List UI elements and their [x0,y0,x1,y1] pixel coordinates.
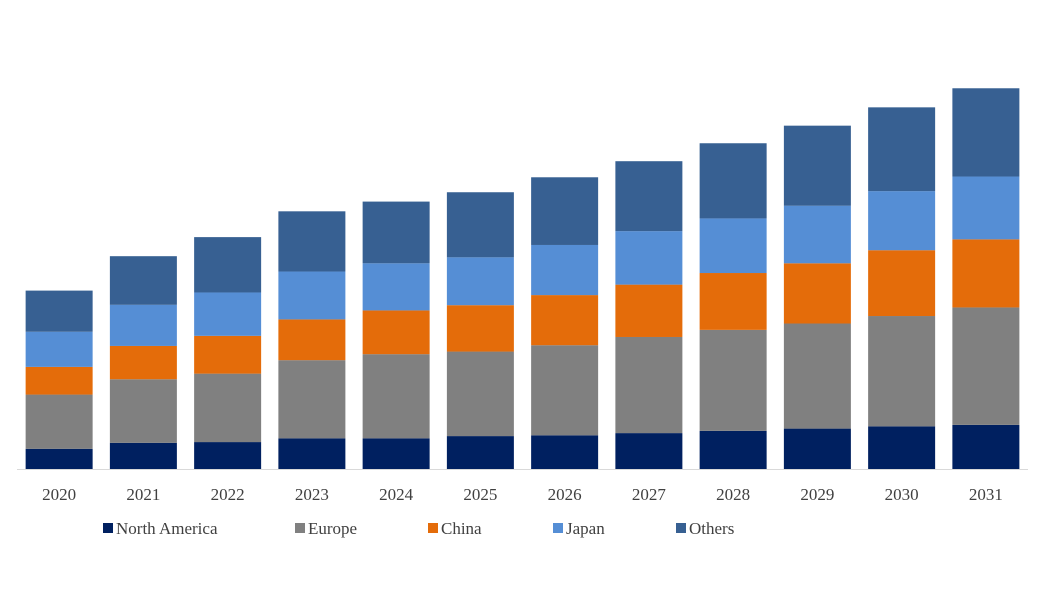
legend-swatch-china [428,523,438,533]
bar-segment-others-2026 [531,177,599,245]
legend-swatch-japan [553,523,563,533]
bar-segment-china-2028 [699,273,767,330]
bar-segment-others-2027 [615,161,683,232]
bar-segment-europe-2031 [952,307,1020,425]
bar-segment-china-2029 [783,263,851,324]
bar-segment-china-2025 [446,305,514,352]
bar-segment-europe-2029 [783,323,851,429]
legend-item-north-america: North America [103,519,218,538]
x-tick-label-2027: 2027 [632,485,667,504]
x-axis-tick-labels: 2020 2021 2022 2023 2024 2025 2026 2027 2028 2029… [42,485,1003,504]
legend-label-others: Others [689,519,734,538]
legend-label-japan: Japan [566,519,605,538]
bar-segment-others-2030 [868,107,936,192]
bar-segment-others-2022 [194,237,262,293]
bar-segment-japan-2026 [531,244,599,296]
bar-segment-north-america-2026 [531,435,599,469]
legend-swatch-north-america [103,523,113,533]
bar-segment-north-america-2028 [699,430,767,469]
bar-segment-north-america-2025 [446,436,514,469]
bars-group [25,88,1020,469]
bar-segment-china-2021 [109,345,177,380]
bar-segment-others-2024 [362,201,430,264]
bar-segment-europe-2020 [25,394,93,449]
bar-segment-north-america-2022 [194,442,262,469]
x-tick-label-2030: 2030 [885,485,919,504]
x-tick-label-2021: 2021 [126,485,160,504]
bar-segment-others-2031 [952,88,1020,177]
bar-segment-others-2025 [446,192,514,258]
x-tick-label-2023: 2023 [295,485,329,504]
x-tick-label-2025: 2025 [463,485,497,504]
bar-segment-others-2020 [25,290,93,332]
bar-segment-japan-2023 [278,271,346,320]
legend-swatch-others [676,523,686,533]
bar-segment-europe-2022 [194,373,262,443]
bar-segment-others-2029 [783,125,851,206]
x-tick-label-2031: 2031 [969,485,1003,504]
legend-item-china: China [428,519,482,538]
legend-item-others: Others [676,519,734,538]
x-tick-label-2029: 2029 [800,485,834,504]
x-tick-label-2028: 2028 [716,485,750,504]
bar-segment-north-america-2030 [868,426,936,469]
bar-segment-europe-2025 [446,351,514,437]
bar-segment-north-america-2024 [362,438,430,469]
bar-segment-europe-2030 [868,316,936,427]
bar-segment-china-2024 [362,310,430,355]
legend-label-europe: Europe [308,519,357,538]
bar-segment-japan-2021 [109,304,177,346]
bar-segment-japan-2024 [362,263,430,311]
bar-segment-north-america-2029 [783,428,851,469]
x-tick-label-2022: 2022 [211,485,245,504]
legend-swatch-europe [295,523,305,533]
bar-segment-china-2023 [278,319,346,361]
x-tick-label-2026: 2026 [548,485,582,504]
bar-segment-japan-2022 [194,292,262,336]
bar-segment-china-2031 [952,239,1020,308]
bar-segment-japan-2029 [783,205,851,264]
bar-segment-others-2021 [109,256,177,305]
legend-item-europe: Europe [295,519,357,538]
bar-segment-japan-2028 [699,218,767,274]
bar-segment-north-america-2027 [615,433,683,469]
bar-segment-others-2023 [278,211,346,272]
bar-segment-europe-2028 [699,329,767,431]
bar-segment-europe-2023 [278,360,346,439]
bar-segment-north-america-2020 [25,448,93,469]
legend-label-china: China [441,519,482,538]
legend-item-japan: Japan [553,519,605,538]
bar-segment-japan-2020 [25,331,93,367]
bar-segment-japan-2027 [615,231,683,285]
bar-segment-north-america-2031 [952,424,1020,469]
bar-segment-japan-2025 [446,257,514,306]
bar-segment-china-2020 [25,366,93,395]
bar-segment-north-america-2023 [278,438,346,469]
x-tick-label-2020: 2020 [42,485,76,504]
bar-segment-china-2026 [531,295,599,346]
bar-segment-north-america-2021 [109,442,177,469]
bar-segment-china-2022 [194,335,262,374]
legend: North America Europe China Japan Others [103,519,734,538]
bar-segment-europe-2024 [362,354,430,439]
bar-segment-europe-2027 [615,336,683,434]
bar-segment-china-2027 [615,284,683,337]
bar-segment-china-2030 [868,250,936,317]
bar-segment-europe-2026 [531,345,599,436]
legend-label-north-america: North America [116,519,218,538]
bar-segment-japan-2031 [952,176,1020,240]
bar-segment-japan-2030 [868,191,936,251]
bar-segment-europe-2021 [109,379,177,443]
bar-segment-others-2028 [699,143,767,219]
x-tick-label-2024: 2024 [379,485,414,504]
